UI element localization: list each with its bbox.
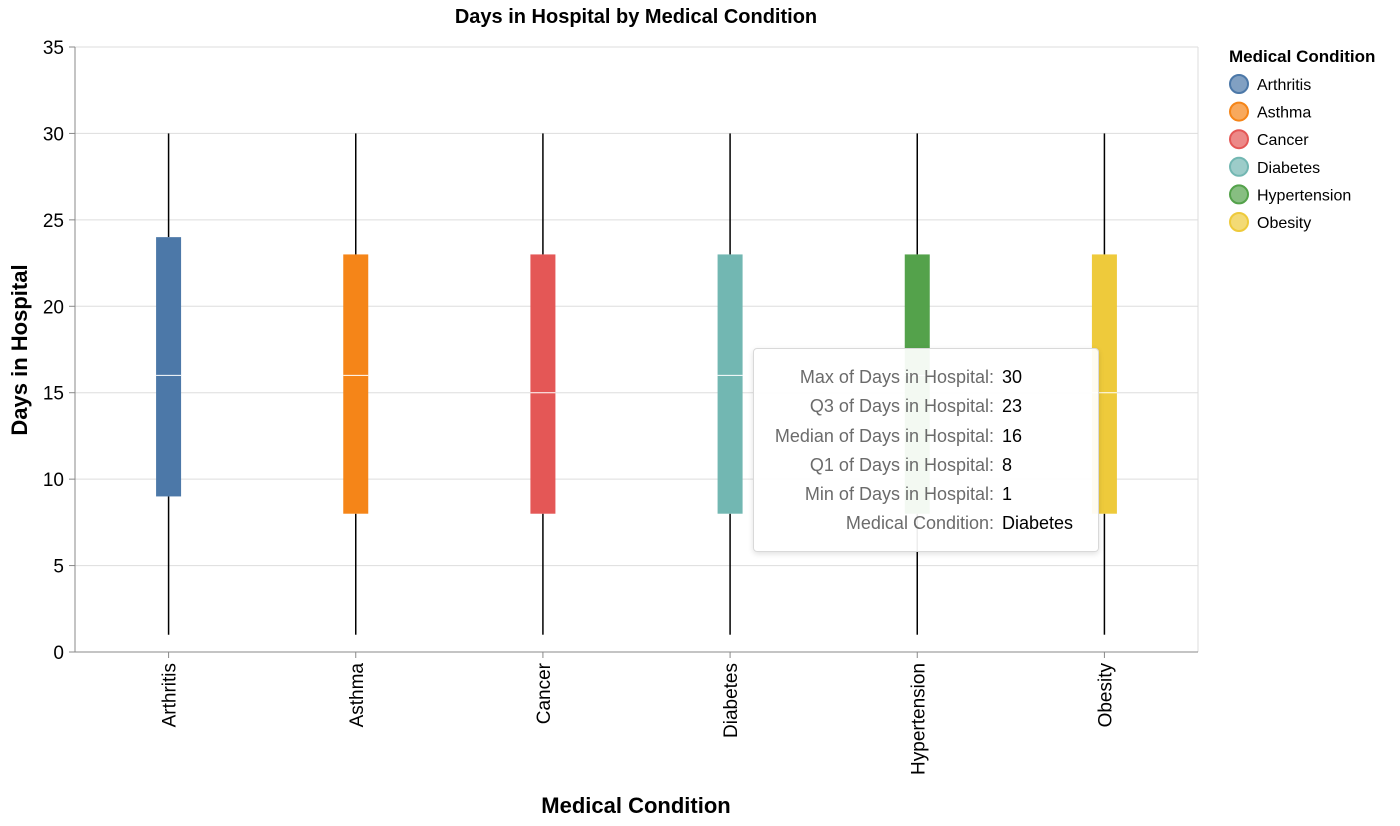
legend-label: Arthritis	[1257, 77, 1311, 94]
x-tick-label: Obesity	[1095, 663, 1116, 728]
y-tick-label: 15	[43, 384, 64, 405]
x-axis-title: Medical Condition	[541, 793, 730, 818]
tooltip-value: 30	[1002, 367, 1023, 387]
y-tick-label: 0	[53, 643, 64, 664]
tooltip-key: Q3 of Days in Hospital:	[809, 396, 994, 417]
legend-symbol	[1229, 184, 1249, 205]
chart-title: Days in Hospital by Medical Condition	[455, 6, 817, 28]
legend-symbol	[1229, 156, 1249, 177]
x-tick-label: Asthma	[347, 663, 368, 728]
y-tick-label: 30	[43, 124, 64, 145]
tooltip-value: 23	[1002, 396, 1023, 417]
legend-symbol	[1229, 129, 1249, 150]
axes: 0 5 10 15 20 25 30 35 Arthritis Asthma Cancer Diabe…	[43, 38, 1198, 775]
legend-label: Asthma	[1257, 105, 1311, 122]
legend-label: Cancer	[1257, 132, 1309, 149]
legend-symbol	[1229, 212, 1249, 232]
y-tick-label: 35	[43, 38, 64, 59]
y-tick-label: 20	[43, 297, 64, 318]
legend-label: Obesity	[1257, 215, 1311, 232]
legend-label: Diabetes	[1257, 160, 1320, 177]
tooltip-key: Min of Days in Hospital:	[804, 484, 994, 505]
tooltip-row-condition: Medical Condition: Diabetes	[762, 509, 1073, 538]
tooltip-table: Max of Days in Hospital: 30 Q3 of Days i…	[762, 363, 1073, 539]
legend-symbol	[1229, 101, 1249, 122]
legend-label: Hypertension	[1257, 187, 1351, 204]
tooltip-row-q3: Q3 of Days in Hospital: 23	[762, 392, 1073, 421]
y-tick-label: 25	[43, 211, 64, 232]
x-tick-label: Diabetes	[721, 663, 742, 738]
tooltip-value: 1	[1002, 484, 1013, 505]
box-asthma	[343, 254, 369, 514]
tooltip-value: Diabetes	[1002, 513, 1074, 534]
tooltip-row-median: Median of Days in Hospital: 16	[762, 422, 1073, 451]
x-tick-label: Cancer	[534, 662, 555, 724]
gridlines	[75, 46, 1199, 653]
x-tick-label: Arthritis	[160, 663, 181, 727]
x-tick-label: Hypertension	[908, 663, 929, 775]
tooltip-key: Q1 of Days in Hospital:	[809, 454, 994, 475]
tooltip-row-max: Max of Days in Hospital: 30	[762, 363, 1073, 392]
tooltip-key: Max of Days in Hospital:	[799, 367, 994, 387]
y-tick-label: 10	[43, 470, 64, 491]
tooltip-key: Medical Condition:	[845, 513, 994, 534]
tooltip-key: Median of Days in Hospital:	[774, 425, 994, 446]
tooltip-value: 16	[1002, 425, 1023, 446]
y-axis-title: Days in Hospital	[7, 264, 32, 435]
box-diabetes	[717, 254, 743, 514]
box-cancer	[530, 254, 556, 514]
box-arthritis	[156, 237, 182, 497]
tooltip: Max of Days in Hospital: 30 Q3 of Days i…	[753, 348, 1099, 552]
legend-title: Medical Condition	[1229, 47, 1375, 66]
legend: Medical Condition Arthritis Asthma Cancer D…	[1229, 47, 1375, 232]
y-tick-label: 5	[53, 557, 64, 578]
tooltip-value: 8	[1002, 454, 1013, 475]
legend-symbol	[1229, 74, 1249, 94]
tooltip-row-min: Min of Days in Hospital: 1	[762, 480, 1073, 509]
tooltip-row-q1: Q1 of Days in Hospital: 8	[762, 451, 1073, 480]
